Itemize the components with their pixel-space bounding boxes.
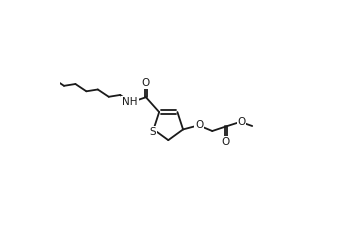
Text: O: O bbox=[195, 120, 203, 130]
Text: S: S bbox=[150, 127, 156, 137]
Text: O: O bbox=[237, 117, 246, 127]
Text: O: O bbox=[142, 78, 150, 88]
Text: NH: NH bbox=[122, 97, 138, 107]
Text: O: O bbox=[222, 137, 230, 147]
